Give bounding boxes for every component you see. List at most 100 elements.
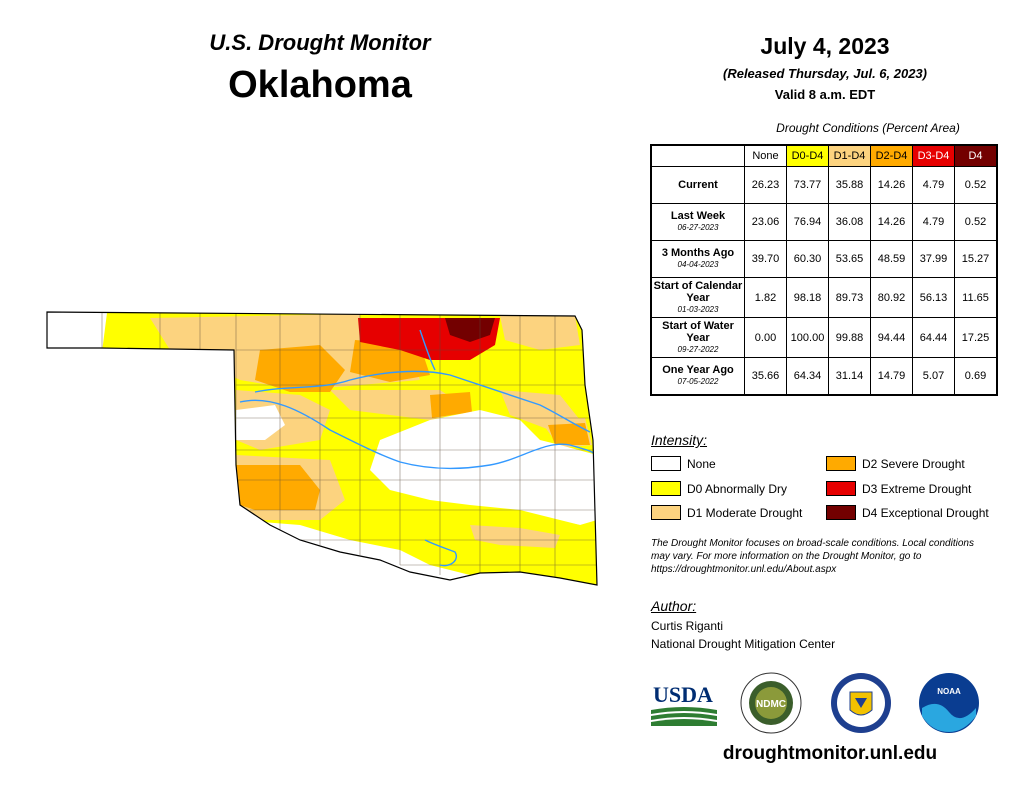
table-cell: 5.07: [912, 357, 955, 395]
legend-swatch: [651, 481, 681, 496]
legend-swatch: [826, 505, 856, 520]
table-cell: 1.82: [744, 277, 787, 318]
table-caption: Drought Conditions (Percent Area): [776, 121, 960, 135]
row-label: Start of Calendar Year 01-03-2023: [650, 277, 745, 318]
site-url: droughtmonitor.unl.edu: [722, 743, 938, 764]
row-date: 06-27-2023: [677, 223, 719, 232]
row-label-text: Start of Water Year: [662, 319, 734, 344]
row-label-text: Current: [678, 179, 718, 191]
table-cell: 11.65: [954, 277, 998, 318]
table-cell: 37.99: [912, 240, 955, 278]
table-cell: 64.44: [912, 317, 955, 358]
legend-item-none: None: [651, 456, 716, 471]
row-label-text: Start of Calendar Year: [653, 279, 743, 304]
disclaimer-text: The Drought Monitor focuses on broad-sca…: [651, 538, 974, 575]
table-cell: 14.26: [870, 203, 913, 241]
monitor-title: U.S. Drought Monitor: [209, 30, 431, 55]
legend-label: D0 Abnormally Dry: [687, 481, 788, 496]
table-cell: 4.79: [912, 203, 955, 241]
table-cell: 14.26: [870, 166, 913, 204]
oklahoma-drought-map: [46, 311, 598, 586]
column-header-d0-d4: D0-D4: [786, 144, 829, 167]
table-row: One Year Ago 07-05-2022 35.66 64.34 31.14 14.…: [650, 357, 998, 395]
table-row: Start of Water Year 09-27-2022 0.00 100.00 9…: [650, 317, 998, 358]
legend-label: D1 Moderate Drought: [687, 505, 803, 520]
legend-swatch: [826, 456, 856, 471]
table-cell: 4.79: [912, 166, 955, 204]
table-cell: 14.79: [870, 357, 913, 395]
table-cell: 23.06: [744, 203, 787, 241]
column-header-d4: D4: [954, 144, 998, 167]
legend-item-d1: D1 Moderate Drought: [651, 505, 802, 520]
table-cell: 26.23: [744, 166, 787, 204]
column-header-d2-d4: D2-D4: [870, 144, 913, 167]
table-cell: 0.00: [744, 317, 787, 358]
state-title: Oklahoma: [228, 64, 412, 106]
table-cell: 89.73: [828, 277, 871, 318]
usda-logo: USDA: [651, 682, 717, 726]
table-cell: 100.00: [786, 317, 829, 358]
table-cell: 31.14: [828, 357, 871, 395]
table-cell: 35.88: [828, 166, 871, 204]
row-date: 07-05-2022: [677, 376, 719, 386]
table-cell: 39.70: [744, 240, 787, 278]
row-date: 01-03-2023: [677, 304, 719, 314]
row-label: 3 Months Ago 04-04-2023: [650, 240, 745, 278]
table-corner: [651, 145, 745, 167]
legend-swatch: [651, 505, 681, 520]
table-row: Last Week 06-27-2023 23.06 76.94 36.08 14.26 4…: [650, 203, 998, 241]
table-cell: 94.44: [870, 317, 913, 358]
table-body: Current 26.23 73.77 35.88 14.26 4.79 0.52 Last …: [650, 166, 998, 395]
table-cell: 0.69: [954, 357, 998, 395]
legend-item-d4: D4 Exceptional Drought: [826, 505, 989, 520]
legend-swatch: [826, 481, 856, 496]
table-cell: 80.92: [870, 277, 913, 318]
legend-label: D4 Exceptional Drought: [862, 505, 989, 520]
table-cell: 73.77: [786, 166, 829, 204]
row-date: 04-04-2023: [677, 260, 719, 269]
noaa-logo-text: NOAA: [937, 687, 961, 696]
table-cell: 64.34: [786, 357, 829, 395]
column-header-none: None: [744, 144, 787, 167]
row-label-text: One Year Ago: [662, 363, 734, 376]
row-label: Current: [650, 166, 745, 204]
ndmc-logo: NDMC: [740, 672, 802, 734]
legend-label: None: [687, 456, 716, 471]
table-row: Start of Calendar Year 01-03-2023 1.82 98.1…: [650, 277, 998, 318]
column-header-d1-d4: D1-D4: [828, 144, 871, 167]
table-row: Current 26.23 73.77 35.88 14.26 4.79 0.52: [650, 166, 998, 204]
release-date: (Released Thursday, Jul. 6, 2023): [723, 66, 927, 81]
table-cell: 0.52: [954, 166, 998, 204]
legend-label: D3 Extreme Drought: [862, 481, 972, 496]
table-cell: 60.30: [786, 240, 829, 278]
table-cell: 36.08: [828, 203, 871, 241]
legend-item-d2: D2 Severe Drought: [826, 456, 965, 471]
table-cell: 17.25: [954, 317, 998, 358]
row-label-text: Last Week: [670, 210, 726, 222]
table-cell: 99.88: [828, 317, 871, 358]
row-label: One Year Ago 07-05-2022: [650, 357, 745, 395]
row-date: 09-27-2022: [677, 344, 719, 354]
author-org: National Drought Mitigation Center: [651, 637, 836, 651]
ndmc-logo-text: NDMC: [756, 699, 786, 710]
map-date: July 4, 2023: [760, 33, 890, 59]
drought-conditions-table: None D0-D4 D1-D4 D2-D4 D3-D4 D4 Current 2…: [650, 144, 998, 396]
legend-item-d3: D3 Extreme Drought: [826, 481, 971, 496]
legend-heading: Intensity:: [651, 432, 708, 448]
author-name: Curtis Riganti: [651, 619, 724, 633]
legend-item-d0: D0 Abnormally Dry: [651, 481, 787, 496]
table-cell: 56.13: [912, 277, 955, 318]
table-cell: 35.66: [744, 357, 787, 395]
valid-time: Valid 8 a.m. EDT: [774, 87, 876, 102]
row-label-text: 3 Months Ago: [661, 247, 735, 259]
row-label: Start of Water Year 09-27-2022: [650, 317, 745, 358]
table-header-row: None D0-D4 D1-D4 D2-D4 D3-D4 D4: [651, 144, 998, 167]
column-header-d3-d4: D3-D4: [912, 144, 955, 167]
legend-label: D2 Severe Drought: [862, 456, 965, 471]
commerce-seal-logo: [831, 673, 891, 733]
table-cell: 15.27: [954, 240, 998, 278]
author-heading: Author:: [651, 598, 697, 614]
row-label: Last Week 06-27-2023: [650, 203, 745, 241]
table-row: 3 Months Ago 04-04-2023 39.70 60.30 53.65 48.…: [650, 240, 998, 278]
table-cell: 0.52: [954, 203, 998, 241]
